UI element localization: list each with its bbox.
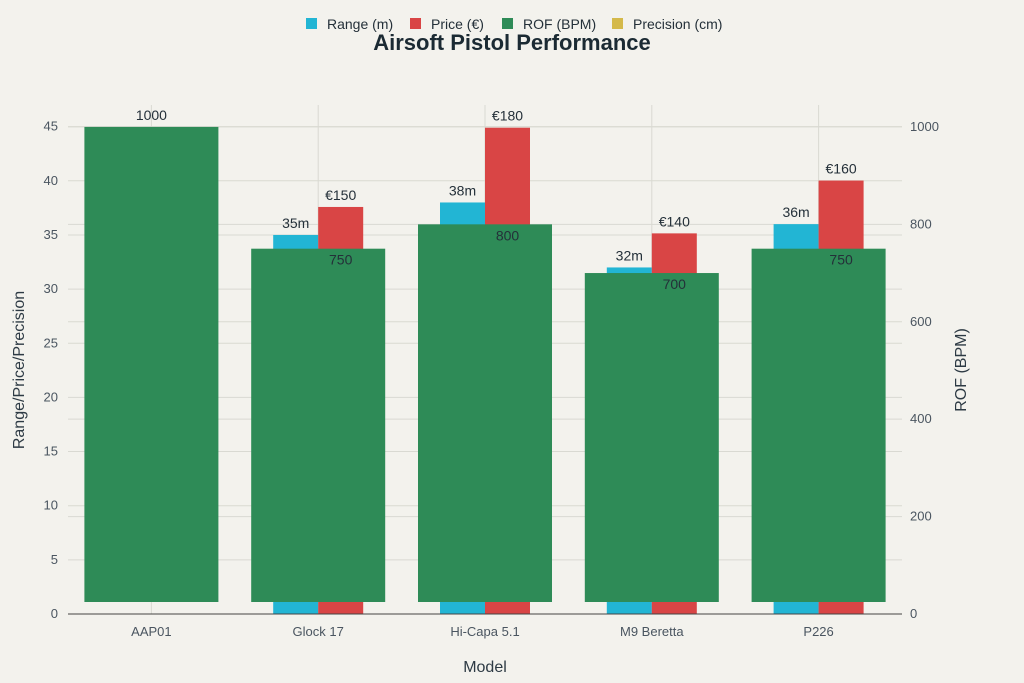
data-label-range: 32m (616, 247, 643, 263)
y-axis-title: Range/Price/Precision (11, 291, 28, 449)
x-tick-label: M9 Beretta (620, 624, 684, 639)
data-label-rof: 1000 (136, 107, 167, 123)
x-tick-label: Glock 17 (293, 624, 344, 639)
y-tick-label: 0 (51, 606, 58, 621)
y-tick-label: 30 (44, 281, 58, 296)
data-label-range: 35m (282, 215, 309, 231)
bar-rof (84, 126, 219, 602)
legend-swatch (410, 18, 421, 29)
y2-tick-label: 600 (910, 314, 932, 329)
legend-swatch (306, 18, 317, 29)
y2-tick-label: 1000 (910, 119, 939, 134)
y2-tick-label: 0 (910, 606, 917, 621)
y-tick-label: 20 (44, 389, 58, 404)
y-tick-label: 15 (44, 444, 58, 459)
data-label-range: 36m (782, 204, 809, 220)
y-tick-label: 35 (44, 227, 58, 242)
data-label-price: €140 (659, 213, 690, 229)
y2-tick-label: 400 (910, 411, 932, 426)
y-tick-label: 10 (44, 498, 58, 513)
y2-axis-title: ROF (BPM) (953, 328, 970, 412)
data-label-rof: 750 (329, 252, 353, 268)
legend-label: Price (€) (431, 16, 484, 32)
y-tick-label: 40 (44, 173, 58, 188)
bar-rof (584, 273, 719, 602)
x-tick-label: AAP01 (131, 624, 171, 639)
legend-swatch (612, 18, 623, 29)
axes: 0 5 10 15 20 25 30 35 40 45 0 200 400 600 800 1000 AAP01… (44, 119, 939, 639)
y2-tick-label: 800 (910, 216, 932, 231)
y-tick-label: 25 (44, 335, 58, 350)
bar-rof (418, 224, 552, 602)
data-label-range: 38m (449, 182, 476, 198)
x-tick-label: P226 (803, 624, 833, 639)
y2-tick-label: 200 (910, 509, 932, 524)
bar-rof (251, 248, 386, 602)
bar-rof (751, 248, 886, 602)
data-label-price: €160 (826, 161, 857, 177)
x-axis-title: Model (463, 659, 507, 676)
legend: Range (m) Price (€) ROF (BPM) Precision (cm… (306, 16, 722, 32)
legend-label: ROF (BPM) (523, 16, 596, 32)
y-tick-label: 45 (44, 119, 58, 134)
chart-title: Airsoft Pistol Performance (373, 30, 651, 55)
data-label-rof: 700 (663, 276, 687, 292)
data-label-price: €150 (325, 187, 356, 203)
data-label-rof: 800 (496, 227, 520, 243)
data-label-price: €180 (492, 108, 523, 124)
legend-swatch (502, 18, 513, 29)
data-labels: 1000 35m €150 750 38m €180 800 32m €140 700 36m €16… (136, 107, 857, 292)
legend-label: Precision (cm) (633, 16, 722, 32)
data-label-rof: 750 (829, 252, 853, 268)
x-tick-label: Hi-Capa 5.1 (450, 624, 519, 639)
legend-label: Range (m) (327, 16, 393, 32)
bars (84, 126, 886, 615)
y-tick-label: 5 (51, 552, 58, 567)
